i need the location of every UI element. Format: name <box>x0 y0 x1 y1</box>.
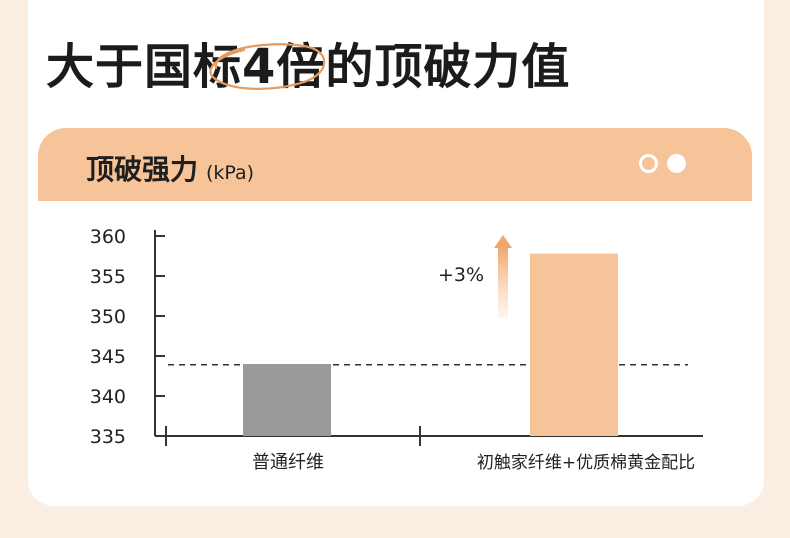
y-tick-label: 340 <box>90 386 126 408</box>
filled-dot-icon <box>667 154 686 173</box>
y-tick-label: 360 <box>90 226 126 248</box>
up-arrow-shaft <box>498 246 508 318</box>
content-card <box>28 0 764 506</box>
up-arrow-head-icon <box>494 235 512 248</box>
outline-dot-icon <box>639 154 658 173</box>
bar <box>530 253 618 436</box>
x-category-label: 普通纤维 <box>252 452 324 473</box>
bar <box>243 364 331 436</box>
x-category-label: 初触家纤维+优质棉黄金配比 <box>477 453 695 473</box>
y-tick-label: 345 <box>90 346 126 368</box>
chart-title: 顶破强力 (kPa) <box>86 148 254 188</box>
headline: 大于国标4倍的顶破力值 <box>46 39 571 95</box>
decorative-dots <box>630 154 686 173</box>
y-tick-label: 355 <box>90 266 126 288</box>
increase-annotation: +3% <box>438 264 484 286</box>
chart-unit: (kPa) <box>206 162 255 184</box>
chart-title-text: 顶破强力 <box>86 153 199 186</box>
highlight-circle-mark <box>209 43 326 90</box>
y-tick-label: 335 <box>90 426 126 448</box>
chart-panel-header: 顶破强力 (kPa) <box>38 128 752 201</box>
y-tick-label: 350 <box>90 306 126 328</box>
